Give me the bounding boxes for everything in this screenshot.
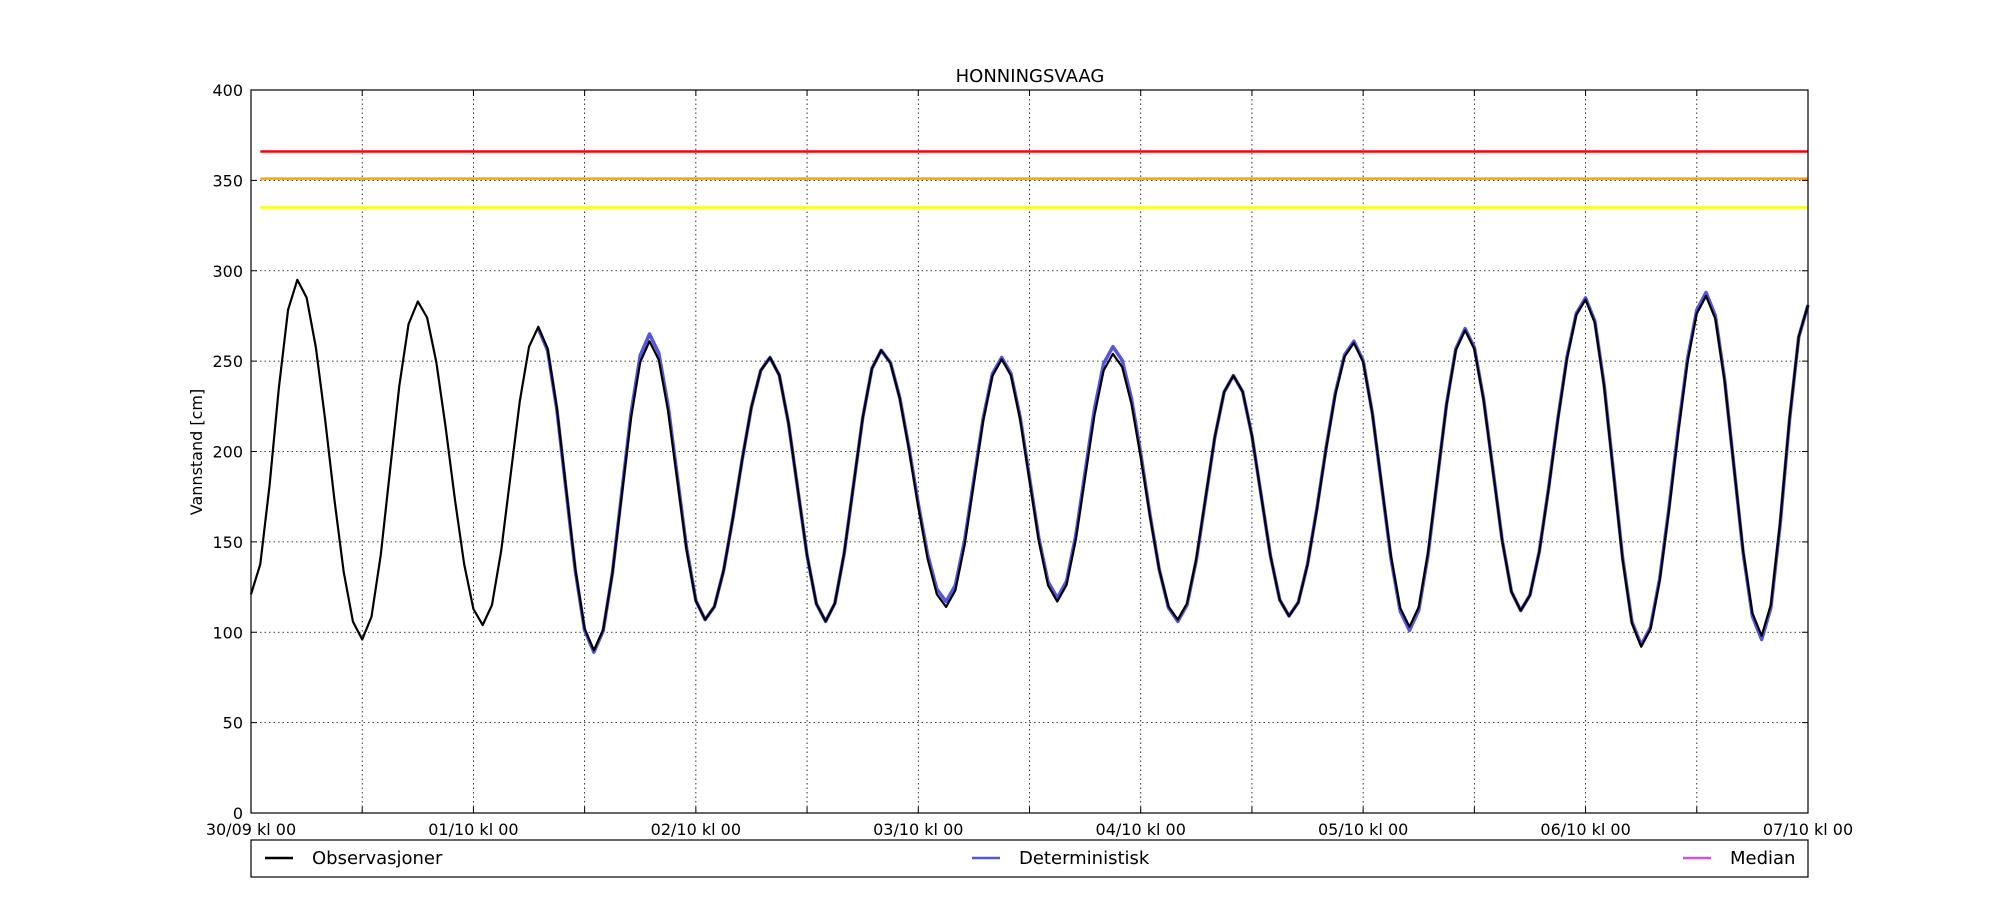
y-tick-label: 300 bbox=[212, 262, 243, 281]
y-axis-label: Vannstand [cm] bbox=[187, 389, 206, 515]
x-tick-label: 03/10 kl 00 bbox=[873, 820, 963, 839]
observasjoner-line bbox=[249, 278, 1810, 652]
tick-layer: 0 50 100 150 200 250 300 350 400 30/09 kl 00 01/10… bbox=[206, 81, 1853, 839]
legend-label: Median bbox=[1730, 848, 1795, 869]
legend-label: Observasjoner bbox=[312, 848, 443, 869]
x-tick-label: 07/10 kl 00 bbox=[1763, 820, 1853, 839]
y-tick-label: 100 bbox=[212, 623, 243, 642]
x-tick-label: 30/09 kl 00 bbox=[206, 820, 296, 839]
x-tick-label: 04/10 kl 00 bbox=[1096, 820, 1186, 839]
y-tick-label: 0 bbox=[233, 804, 243, 823]
y-tick-label: 150 bbox=[212, 533, 243, 552]
x-tick-label: 02/10 kl 00 bbox=[651, 820, 741, 839]
x-tick-label: 01/10 kl 00 bbox=[428, 820, 518, 839]
x-tick-label: 06/10 kl 00 bbox=[1540, 820, 1630, 839]
y-tick-label: 50 bbox=[223, 714, 243, 733]
chart-title: HONNINGSVAAG bbox=[956, 66, 1105, 87]
y-tick-label: 350 bbox=[212, 171, 243, 190]
legend: Observasjoner Deterministisk Median bbox=[250, 839, 1809, 878]
y-tick-label: 200 bbox=[212, 443, 243, 462]
y-tick-label: 250 bbox=[212, 352, 243, 371]
x-tick-label: 05/10 kl 00 bbox=[1318, 820, 1408, 839]
legend-frame bbox=[250, 839, 1809, 878]
threshold-lines bbox=[260, 150, 1808, 209]
y-tick-label: 400 bbox=[212, 81, 243, 100]
legend-label: Deterministisk bbox=[1019, 848, 1150, 869]
series-lines bbox=[249, 278, 1810, 654]
